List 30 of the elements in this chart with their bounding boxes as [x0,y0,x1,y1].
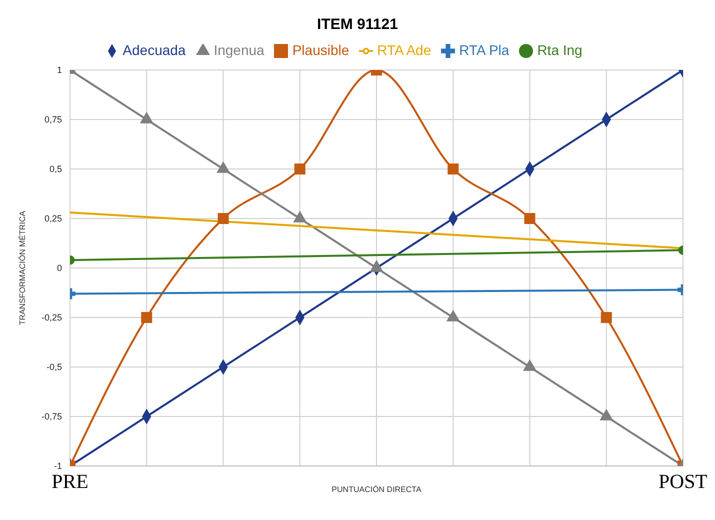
y-axis-title: TRANSFORMACIÓN MÉTRICA [18,210,27,326]
legend-label: Plausible [292,42,350,58]
point [294,164,306,174]
legend-label: RTA Pla [459,42,510,58]
legend-label: Adecuada [122,42,186,58]
y-tick-label: 0,25 [44,214,62,224]
point [600,312,612,323]
point [448,164,459,174]
legend-label: Ingenua [214,42,264,58]
y-tick-label: -0,5 [46,362,62,372]
y-tick-label: 0,5 [49,164,62,174]
point [600,409,613,420]
y-tick-label: 0,75 [44,114,62,125]
x-tick-label: PRE [52,471,88,493]
point [523,360,536,371]
point [370,260,383,272]
x-axis-title: PUNTUACIÓN DIRECTA [332,485,422,494]
y-tick-label: 1 [56,65,62,76]
y-tick-label: -0,25 [41,312,62,323]
point [446,310,460,322]
y-tick-label: 0 [56,263,62,274]
point [218,213,229,224]
y-tick-label: -1 [54,461,62,472]
chart-title: ITEM 91121 [316,15,399,35]
legend-label: RTA Ade [377,42,432,58]
x-tick-label: POST [658,471,708,493]
line-series [70,70,683,466]
legend-label: Rta Ing [537,42,582,58]
point [524,213,536,224]
y-tick-label: -0,75 [41,412,62,422]
